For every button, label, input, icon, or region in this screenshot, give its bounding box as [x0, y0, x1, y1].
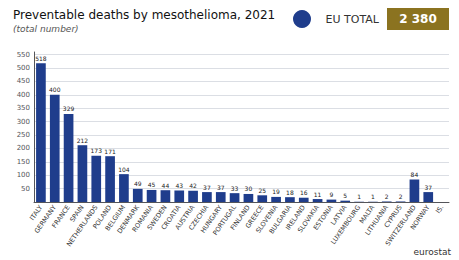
svg-text:84: 84	[411, 171, 419, 178]
svg-text:BULGARIA: BULGARIA	[267, 203, 294, 236]
svg-text:18: 18	[286, 189, 294, 196]
svg-text:AUSTRIA: AUSTRIA	[173, 203, 197, 232]
svg-text:2: 2	[399, 193, 403, 200]
svg-text:SLOVAKIA: SLOVAKIA	[296, 203, 321, 235]
svg-text:37: 37	[217, 184, 225, 191]
svg-text:CYPRUS: CYPRUS	[382, 203, 404, 230]
svg-text:GERMANY: GERMANY	[32, 203, 58, 235]
svg-text:200: 200	[17, 144, 30, 152]
svg-text:EU TOTAL: EU TOTAL	[326, 13, 380, 26]
svg-text:25: 25	[258, 187, 266, 194]
svg-text:CROATIA: CROATIA	[159, 203, 183, 232]
svg-text:IRELAND: IRELAND	[284, 203, 307, 232]
svg-text:11: 11	[314, 191, 322, 198]
svg-text:1: 1	[371, 193, 375, 200]
svg-text:171: 171	[104, 148, 116, 155]
svg-text:30: 30	[245, 185, 253, 192]
svg-text:MALTA: MALTA	[357, 203, 377, 226]
svg-text:GREECE: GREECE	[243, 203, 266, 230]
svg-text:550: 550	[17, 51, 30, 59]
svg-text:19: 19	[272, 188, 280, 195]
svg-text:ITALY: ITALY	[28, 203, 45, 222]
svg-text:173: 173	[91, 147, 103, 154]
svg-text:45: 45	[148, 181, 156, 188]
svg-text:(total number): (total number)	[13, 24, 79, 34]
svg-text:16: 16	[300, 189, 308, 196]
svg-text:2: 2	[385, 193, 389, 200]
svg-text:FRANCE: FRANCE	[50, 204, 71, 230]
svg-text:NORWAY: NORWAY	[409, 204, 432, 232]
svg-text:ESTONIA: ESTONIA	[311, 203, 335, 232]
svg-text:Preventable deaths by mesothel: Preventable deaths by mesothelioma, 2021	[13, 8, 275, 22]
svg-text:212: 212	[77, 137, 89, 144]
svg-text:NETHERLANDS: NETHERLANDS	[65, 203, 100, 249]
svg-text:43: 43	[175, 182, 183, 189]
svg-text:400: 400	[17, 91, 30, 99]
svg-text:DENMARK: DENMARK	[115, 203, 141, 236]
svg-text:IS.: IS.	[434, 204, 445, 215]
svg-text:350: 350	[17, 104, 30, 112]
svg-text:CZECHIA: CZECHIA	[187, 203, 211, 232]
svg-text:37: 37	[203, 184, 211, 191]
svg-text:SLOVENIA: SLOVENIA	[254, 203, 280, 235]
svg-text:LUXEMBOURG: LUXEMBOURG	[329, 204, 362, 246]
svg-text:PORTUGAL: PORTUGAL	[211, 203, 238, 237]
svg-text:5: 5	[343, 192, 347, 199]
svg-text:BELGIUM: BELGIUM	[103, 203, 128, 233]
svg-text:104: 104	[118, 166, 130, 173]
svg-text:POLAND: POLAND	[91, 203, 114, 231]
svg-text:44: 44	[162, 182, 170, 189]
svg-text:SPAIN: SPAIN	[68, 203, 86, 224]
svg-text:100: 100	[17, 171, 30, 179]
svg-text:LATVIA: LATVIA	[329, 203, 349, 227]
svg-text:LITHUANIA: LITHUANIA	[363, 203, 390, 237]
svg-text:1: 1	[357, 193, 361, 200]
svg-text:150: 150	[17, 158, 30, 166]
svg-text:450: 450	[17, 77, 30, 85]
svg-text:400: 400	[49, 86, 61, 93]
svg-text:SWITZERLAND: SWITZERLAND	[383, 203, 418, 248]
svg-text:9: 9	[330, 191, 334, 198]
svg-text:50: 50	[21, 185, 30, 193]
svg-text:42: 42	[189, 182, 197, 189]
svg-text:500: 500	[17, 64, 30, 72]
svg-text:ROMANIA: ROMANIA	[130, 203, 155, 234]
svg-text:33: 33	[231, 185, 239, 192]
svg-text:FINLAND: FINLAND	[228, 203, 252, 232]
svg-text:329: 329	[63, 105, 75, 112]
svg-text:2 380: 2 380	[399, 12, 437, 26]
svg-text:518: 518	[35, 55, 47, 62]
svg-text:37: 37	[424, 184, 432, 191]
svg-text:300: 300	[17, 118, 30, 126]
svg-text:49: 49	[134, 180, 142, 187]
svg-text:eurostat: eurostat	[413, 247, 451, 257]
svg-text:HUNGARY: HUNGARY	[199, 203, 224, 235]
svg-text:SWEDEN: SWEDEN	[145, 203, 169, 232]
svg-text:250: 250	[17, 131, 30, 139]
